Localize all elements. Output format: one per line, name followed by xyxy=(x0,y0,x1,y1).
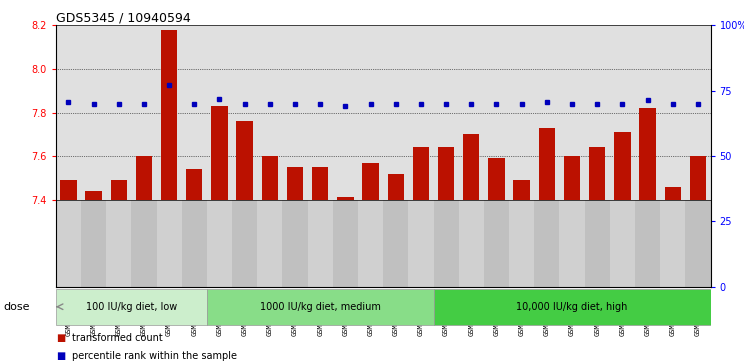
Text: dose: dose xyxy=(4,302,31,312)
Bar xyxy=(534,200,559,287)
Bar xyxy=(513,180,530,200)
Text: 10,000 IU/kg diet, high: 10,000 IU/kg diet, high xyxy=(516,302,628,312)
Bar xyxy=(383,200,408,287)
Bar xyxy=(358,200,383,287)
Bar xyxy=(132,200,156,287)
Bar xyxy=(664,187,681,200)
Bar xyxy=(434,289,711,325)
Text: ■: ■ xyxy=(56,351,65,361)
Text: percentile rank within the sample: percentile rank within the sample xyxy=(72,351,237,361)
Bar xyxy=(408,200,434,287)
Bar xyxy=(207,200,232,287)
Bar xyxy=(287,167,304,200)
Bar xyxy=(312,167,328,200)
Bar xyxy=(337,197,353,200)
Bar xyxy=(211,106,228,200)
Bar xyxy=(237,121,253,200)
Bar xyxy=(182,200,207,287)
Bar xyxy=(262,156,278,200)
Bar xyxy=(639,108,655,200)
Bar xyxy=(484,200,509,287)
Bar xyxy=(186,169,202,200)
Bar xyxy=(156,200,182,287)
Bar xyxy=(135,156,152,200)
Bar xyxy=(207,289,434,325)
Bar xyxy=(106,200,132,287)
Bar xyxy=(283,200,307,287)
Bar xyxy=(488,158,504,200)
Bar xyxy=(564,156,580,200)
Bar xyxy=(559,200,585,287)
Bar xyxy=(690,156,706,200)
Bar xyxy=(81,200,106,287)
Text: GDS5345 / 10940594: GDS5345 / 10940594 xyxy=(56,11,190,24)
Bar xyxy=(539,128,555,200)
Bar xyxy=(685,200,711,287)
Bar xyxy=(463,134,479,200)
Bar xyxy=(635,200,660,287)
Bar xyxy=(56,289,207,325)
Bar xyxy=(161,30,177,200)
Bar xyxy=(589,147,606,200)
Bar xyxy=(610,200,635,287)
Text: 1000 IU/kg diet, medium: 1000 IU/kg diet, medium xyxy=(260,302,381,312)
Bar xyxy=(333,200,358,287)
Bar xyxy=(362,163,379,200)
Bar xyxy=(434,200,459,287)
Bar xyxy=(56,200,81,287)
Bar xyxy=(307,200,333,287)
Bar xyxy=(615,132,631,200)
Bar xyxy=(413,147,429,200)
Bar xyxy=(388,174,404,200)
Bar xyxy=(60,180,77,200)
Bar xyxy=(509,200,534,287)
Text: 100 IU/kg diet, low: 100 IU/kg diet, low xyxy=(86,302,177,312)
Bar xyxy=(660,200,685,287)
Bar xyxy=(585,200,610,287)
Text: ■: ■ xyxy=(56,333,65,343)
Bar xyxy=(86,191,102,200)
Bar xyxy=(232,200,257,287)
Bar xyxy=(438,147,455,200)
Bar xyxy=(257,200,283,287)
Bar xyxy=(459,200,484,287)
Bar xyxy=(111,180,127,200)
Text: transformed count: transformed count xyxy=(72,333,163,343)
